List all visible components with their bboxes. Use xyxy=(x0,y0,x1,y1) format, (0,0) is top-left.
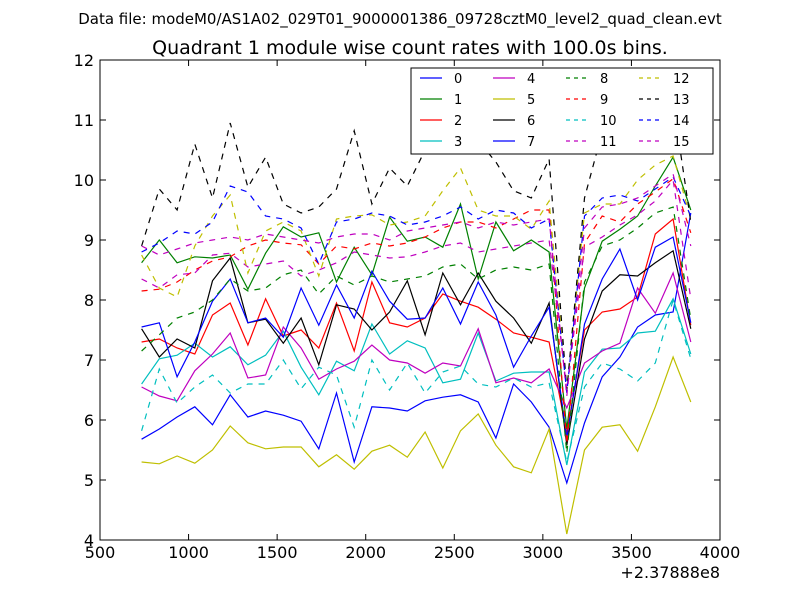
series-line-6 xyxy=(141,249,692,446)
series-line-1 xyxy=(141,155,692,430)
legend-label-11: 11 xyxy=(600,135,617,150)
x-offset-label: +2.37888e8 xyxy=(620,563,720,582)
series-line-14 xyxy=(141,176,692,394)
legend-label-4: 4 xyxy=(527,72,535,87)
chart-title: Quadrant 1 module wise count rates with … xyxy=(152,37,668,59)
series-line-2 xyxy=(141,217,692,434)
series-line-7 xyxy=(141,236,692,439)
legend-label-3: 3 xyxy=(454,135,462,150)
y-tick-label: 10 xyxy=(74,171,94,190)
series-line-5 xyxy=(141,355,692,535)
series-line-15 xyxy=(141,173,692,397)
series-line-10 xyxy=(141,297,692,463)
y-tick-label: 8 xyxy=(84,291,94,310)
legend-label-8: 8 xyxy=(600,72,608,87)
series-line-4 xyxy=(141,271,692,410)
x-tick-label: 1500 xyxy=(257,543,298,562)
y-tick-label: 7 xyxy=(84,351,94,370)
legend-label-12: 12 xyxy=(673,72,690,87)
legend-label-7: 7 xyxy=(527,135,535,150)
legend-label-13: 13 xyxy=(673,93,690,108)
x-tick-label: 3500 xyxy=(611,543,652,562)
y-tick-label: 11 xyxy=(74,111,94,130)
series-line-9 xyxy=(141,177,692,445)
x-tick-label: 1000 xyxy=(168,543,209,562)
legend-label-0: 0 xyxy=(454,72,462,87)
legend-label-5: 5 xyxy=(527,93,535,108)
y-tick-label: 4 xyxy=(84,531,94,550)
legend-label-1: 1 xyxy=(454,93,462,108)
x-tick-label: 2000 xyxy=(345,543,386,562)
legend-label-2: 2 xyxy=(454,114,462,129)
y-tick-label: 12 xyxy=(74,51,94,70)
legend-label-9: 9 xyxy=(600,93,608,108)
series-layer xyxy=(141,100,692,535)
legend-label-10: 10 xyxy=(600,114,617,129)
x-tick-label: 2500 xyxy=(434,543,475,562)
series-line-0 xyxy=(141,212,692,486)
y-tick-label: 6 xyxy=(84,411,94,430)
x-axis: 500 1000 1500 2000 2500 3000 3500 4000 xyxy=(85,60,741,562)
legend-label-15: 15 xyxy=(673,135,690,150)
y-tick-label: 9 xyxy=(84,231,94,250)
series-line-12 xyxy=(141,155,692,391)
legend-label-6: 6 xyxy=(527,114,535,129)
series-line-11 xyxy=(141,178,692,391)
series-line-8 xyxy=(141,206,692,454)
legend-box xyxy=(410,67,714,155)
y-tick-label: 5 xyxy=(84,471,94,490)
legend-label-14: 14 xyxy=(673,114,690,129)
suptitle: Data file: modeM0/AS1A02_029T01_90000013… xyxy=(78,10,722,29)
x-tick-label: 3000 xyxy=(522,543,563,562)
x-tick-label: 500 xyxy=(85,543,116,562)
x-tick-label: 4000 xyxy=(700,543,741,562)
